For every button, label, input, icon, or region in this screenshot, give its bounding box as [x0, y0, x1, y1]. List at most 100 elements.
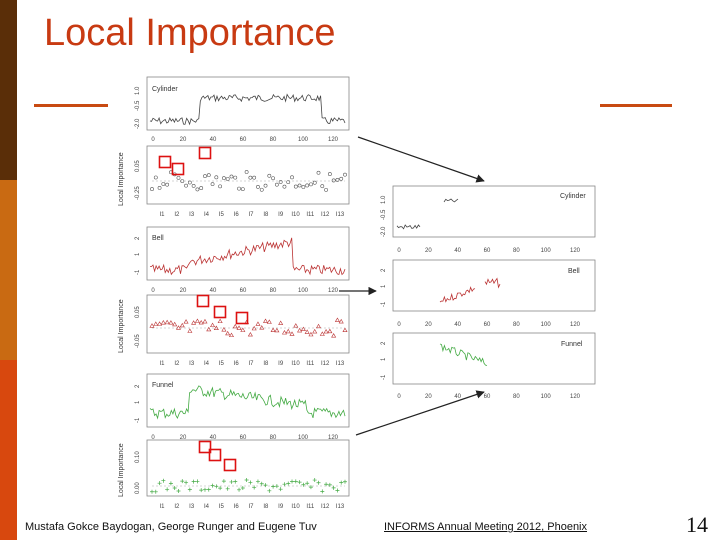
bell-importance-point-35 — [281, 330, 287, 335]
fun-importance-point-3 — [161, 478, 166, 483]
fun-importance-point-51 — [343, 479, 347, 484]
bell-importance-highlight-box-1 — [213, 305, 227, 319]
fun-xtick-4: 80 — [270, 435, 277, 441]
arrow-funnel — [355, 390, 485, 436]
cyl-importance-point-31 — [267, 173, 272, 178]
cyl-xtick-4: 80 — [270, 137, 277, 143]
right-bell-label: Bell — [568, 268, 580, 275]
fun-imp-xtick-1: I2 — [174, 504, 180, 510]
fun-importance-point-32 — [271, 484, 276, 489]
fun-importance-point-37 — [290, 479, 295, 484]
fun-importance-point-21 — [229, 479, 234, 484]
bell-importance-point-13 — [198, 319, 204, 325]
bell-importance-panel — [146, 294, 350, 354]
fun-importance-point-23 — [237, 487, 242, 492]
rfun-xtick-5: 100 — [541, 394, 552, 400]
fun-importance-point-42 — [308, 485, 313, 490]
rcyl-xtick-1: 20 — [425, 248, 432, 254]
bell-imp-xtick-7: I8 — [263, 361, 269, 367]
slide-title: Local Importance — [44, 12, 336, 54]
cyl-importance-point-47 — [327, 172, 332, 176]
fun-importance-axis-title: Local Importance — [118, 443, 125, 497]
cyl-importance-point-43 — [312, 180, 317, 185]
bell-importance-point-44 — [315, 323, 322, 329]
cyl-ytick-1: -0.5 — [135, 100, 141, 111]
bell-importance-point-26 — [247, 331, 253, 337]
fun-importance-point-13 — [199, 488, 204, 493]
cyl-imp-ytick-0: -0.25 — [135, 186, 141, 200]
cyl-importance-point-49 — [335, 178, 340, 182]
cyl-importance-point-50 — [339, 176, 344, 181]
fun-imp-xtick-2: I3 — [189, 504, 195, 510]
accent-bar-dark — [0, 0, 17, 180]
bell-importance-point-15 — [206, 326, 212, 332]
accent-bar-light — [0, 360, 17, 540]
fun-importance-point-36 — [286, 481, 291, 486]
rfun-xtick-6: 120 — [570, 394, 581, 400]
fun-xtick-2: 40 — [210, 435, 217, 441]
fun-importance-point-35 — [282, 482, 287, 487]
fun-imp-xtick-0: I1 — [159, 504, 165, 510]
cyl-xtick-3: 60 — [240, 137, 247, 143]
cyl-importance-point-23 — [237, 186, 241, 191]
right-cylinder-fragment-b — [443, 198, 459, 203]
bell-xtick-3: 60 — [240, 288, 247, 294]
bell-importance-point-33 — [274, 327, 280, 333]
cyl-importance-point-41 — [305, 183, 310, 188]
cyl-imp-xtick-6: I7 — [248, 212, 254, 218]
bell-importance-point-43 — [312, 328, 318, 334]
bell-importance-point-16 — [210, 322, 216, 328]
fun-importance-point-33 — [274, 484, 279, 489]
fun-imp-xtick-11: I12 — [321, 504, 330, 510]
cyl-xtick-6: 120 — [328, 137, 339, 143]
bell-importance-point-40 — [300, 326, 306, 332]
rbell-xtick-0: 0 — [397, 322, 401, 328]
fun-importance-point-25 — [244, 478, 249, 483]
cyl-xtick-0: 0 — [151, 137, 155, 143]
left-funnel-label: Funnel — [152, 382, 174, 389]
rfun-xtick-2: 40 — [454, 394, 461, 400]
bell-imp-xtick-9: I10 — [291, 361, 300, 367]
fun-imp-xtick-4: I5 — [219, 504, 225, 510]
bell-importance-point-18 — [217, 318, 223, 324]
fun-importance-point-16 — [210, 483, 215, 488]
fun-importance-point-10 — [187, 487, 192, 492]
cyl-imp-xtick-1: I2 — [174, 212, 180, 218]
fun-importance-point-11 — [191, 479, 196, 484]
cyl-imp-xtick-8: I9 — [278, 212, 284, 218]
fun-imp-ytick-0: 0.00 — [135, 482, 141, 494]
bell-imp-ytick-1: 0.05 — [135, 306, 141, 318]
rbell-ytick-2: 2 — [381, 268, 387, 272]
bell-imp-xtick-1: I2 — [174, 361, 180, 367]
cyl-importance-point-51 — [343, 172, 347, 177]
bell-importance-point-8 — [179, 322, 185, 328]
bell-importance-point-32 — [270, 327, 276, 332]
cyl-importance-highlight-box-0 — [158, 155, 172, 169]
bell-imp-xtick-0: I1 — [159, 361, 165, 367]
fun-importance-point-2 — [157, 481, 162, 486]
bell-imp-xtick-3: I4 — [204, 361, 210, 367]
footer-authors: Mustafa Gokce Baydogan, George Runger an… — [25, 521, 317, 533]
cyl-importance-point-17 — [214, 175, 219, 180]
cyl-importance-point-22 — [233, 175, 238, 180]
cyl-importance-point-48 — [331, 178, 336, 183]
cyl-importance-point-9 — [184, 183, 188, 188]
rfun-xtick-1: 20 — [425, 394, 432, 400]
cyl-importance-point-21 — [229, 174, 234, 179]
bell-imp-xtick-8: I9 — [278, 361, 284, 367]
rcyl-xtick-5: 100 — [541, 248, 552, 254]
accent-bar-mid — [0, 180, 17, 360]
right-funnel-fragment — [439, 343, 488, 366]
fun-importance-point-41 — [305, 481, 310, 486]
bell-ytick-2: 2 — [135, 236, 141, 240]
rbell-xtick-2: 40 — [454, 322, 461, 328]
bell-imp-xtick-2: I3 — [189, 361, 195, 367]
cyl-importance-point-1 — [153, 175, 158, 180]
bell-importance-point-49 — [334, 317, 340, 322]
bell-importance-point-7 — [175, 325, 182, 330]
cyl-importance-point-44 — [316, 170, 321, 175]
bell-importance-point-34 — [278, 320, 284, 325]
bell-importance-point-9 — [183, 319, 189, 324]
rcyl-xtick-2: 40 — [454, 248, 461, 254]
